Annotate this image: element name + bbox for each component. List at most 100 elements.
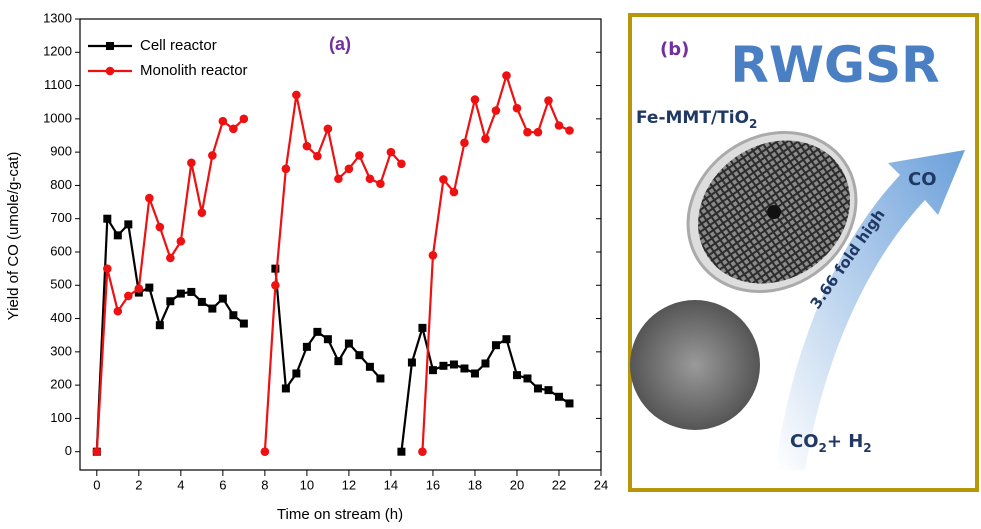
y-tick-label: 200 [50, 377, 72, 392]
marker [439, 361, 448, 370]
x-tick-label: 6 [219, 477, 226, 492]
marker [481, 134, 490, 144]
marker [239, 319, 248, 328]
marker [323, 335, 332, 344]
marker [103, 214, 112, 223]
legend-label: Monolith reactor [140, 62, 248, 79]
y-tick-label: 1100 [44, 77, 72, 92]
marker [229, 311, 238, 320]
marker [376, 374, 385, 383]
marker [218, 116, 228, 126]
y-tick-label: 1200 [43, 44, 72, 59]
marker [512, 103, 522, 113]
y-tick-label: 700 [50, 210, 72, 225]
series-line [95, 71, 570, 452]
marker [533, 384, 542, 393]
marker [334, 174, 343, 184]
marker [124, 291, 133, 301]
x-axis-label: Time on stream (h) [277, 506, 403, 523]
marker [470, 95, 480, 104]
marker [302, 141, 312, 151]
marker [113, 306, 123, 316]
marker [145, 283, 154, 292]
x-tick-label: 18 [468, 477, 482, 492]
marker [376, 179, 385, 189]
x-tick-label: 24 [594, 477, 608, 492]
marker [187, 287, 196, 296]
legend-label: Cell reactor [140, 37, 217, 54]
marker [176, 237, 186, 246]
x-tick-label: 10 [300, 477, 314, 492]
marker [260, 447, 270, 456]
marker [208, 151, 217, 160]
marker [103, 264, 112, 273]
y-tick-label: 300 [50, 343, 72, 358]
y-tick-label: 1000 [43, 110, 72, 125]
marker [502, 335, 511, 344]
x-tick-label: 14 [384, 477, 398, 492]
marker [470, 369, 479, 378]
x-tick-label: 20 [510, 477, 524, 492]
marker [134, 284, 144, 293]
reactant-text: + H [827, 431, 863, 452]
x-tick-label: 12 [342, 477, 356, 492]
marker [176, 289, 185, 298]
marker [418, 323, 427, 332]
marker [208, 304, 217, 313]
marker [523, 374, 532, 383]
reactants-label: CO2+ H2 [790, 431, 872, 455]
marker [365, 362, 374, 371]
marker [271, 264, 280, 273]
marker [407, 358, 416, 367]
catalyst-text: Fe-MMT/TiO [636, 108, 749, 128]
marker [92, 447, 102, 456]
marker [397, 447, 406, 456]
marker [428, 366, 437, 375]
marker [491, 106, 501, 115]
reactant-text: CO [790, 431, 819, 452]
marker [565, 399, 574, 408]
x-tick-label: 2 [135, 477, 142, 492]
monolith-hole [767, 205, 781, 219]
y-tick-label: 500 [50, 277, 72, 292]
marker [281, 164, 291, 174]
marker [355, 351, 364, 360]
panel-b: (b) RWGSR Fe-MMT/TiO2 CO 3.66 fold high … [628, 13, 979, 492]
reactant-sub: 2 [863, 441, 871, 455]
marker [239, 114, 249, 124]
catalyst-sub: 2 [749, 117, 757, 131]
panel-title: RWGSR [730, 36, 939, 94]
marker [166, 253, 175, 263]
marker [292, 90, 301, 100]
marker [449, 187, 459, 197]
y-tick-label: 1300 [43, 10, 72, 25]
marker [302, 342, 311, 351]
marker [491, 341, 500, 350]
marker [428, 251, 438, 260]
marker [197, 297, 206, 306]
marker [323, 124, 333, 134]
y-tick-label: 600 [50, 243, 72, 258]
x-tick-label: 4 [177, 477, 184, 492]
marker [512, 371, 521, 380]
y-tick-label: 800 [50, 177, 72, 192]
marker [334, 357, 343, 366]
arrow [775, 150, 965, 470]
marker [344, 339, 353, 348]
marker [397, 159, 406, 169]
marker [313, 151, 322, 161]
marker [386, 147, 396, 157]
product-label: CO [908, 169, 937, 190]
marker [271, 280, 280, 290]
marker [418, 447, 427, 456]
marker [292, 369, 301, 378]
marker [281, 384, 290, 393]
sem-image [630, 300, 760, 430]
marker [197, 208, 207, 218]
marker [124, 220, 133, 229]
marker [187, 158, 196, 168]
legend-marker [105, 66, 115, 76]
marker [155, 222, 165, 232]
panel-label: (a) [329, 34, 351, 54]
marker [554, 392, 563, 401]
